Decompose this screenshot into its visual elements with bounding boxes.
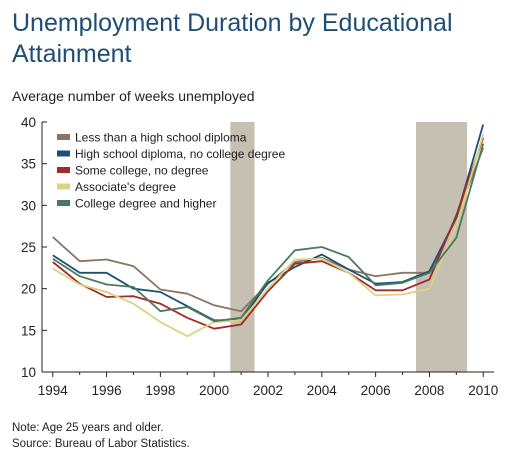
- y-tick-label-20: 20: [21, 282, 36, 297]
- series-line-2: [52, 124, 485, 322]
- legend-label-4: Associate's degree: [75, 180, 176, 194]
- series-lines: [52, 124, 485, 338]
- y-tick-label-30: 30: [21, 198, 36, 213]
- x-tick-label-1994: 1994: [38, 383, 69, 398]
- y-tick-label-10: 10: [21, 365, 36, 380]
- x-tick-label-2002: 2002: [253, 383, 283, 398]
- x-tick-label-2010: 2010: [468, 383, 498, 398]
- series-line-5: [52, 143, 485, 323]
- y-tick-label-15: 15: [21, 323, 36, 338]
- x-tick-label-2004: 2004: [307, 383, 338, 398]
- chart-title: Unemployment Duration by Educational Att…: [12, 9, 453, 68]
- y-tick-label-25: 25: [21, 240, 36, 255]
- note-text: Note: Age 25 years and older.: [12, 422, 164, 434]
- x-tick-label-2006: 2006: [361, 383, 391, 398]
- y-axis-label: Average number of weeks unemployed: [12, 88, 255, 104]
- y-tick-label-40: 40: [21, 115, 36, 130]
- legend-label-2: High school diploma, no college degree: [75, 147, 285, 161]
- footnote: Note: Age 25 years and older. Source: Bu…: [12, 420, 190, 452]
- x-tick-label-1998: 1998: [145, 383, 175, 398]
- series-line-3: [52, 137, 485, 330]
- legend-label-5: College degree and higher: [75, 197, 216, 211]
- source-text: Source: Bureau of Labor Statistics.: [12, 438, 190, 450]
- legend-label-1: Less than a high school diploma: [75, 131, 247, 145]
- x-tick-label-1996: 1996: [92, 383, 122, 398]
- x-tick-label-2000: 2000: [199, 383, 229, 398]
- legend: Less than a high school diploma High scho…: [57, 131, 285, 211]
- series-line-4: [52, 134, 485, 338]
- axes: 1994 1996 1998 2000 2002 2004 2006 2008 2010 10 15…: [21, 115, 498, 398]
- recession-shading: [230, 122, 468, 372]
- x-tick-label-2008: 2008: [414, 383, 444, 398]
- legend-label-3: Some college, no degree: [75, 164, 209, 178]
- y-tick-label-35: 35: [21, 157, 36, 172]
- recession-band-1: [230, 122, 255, 372]
